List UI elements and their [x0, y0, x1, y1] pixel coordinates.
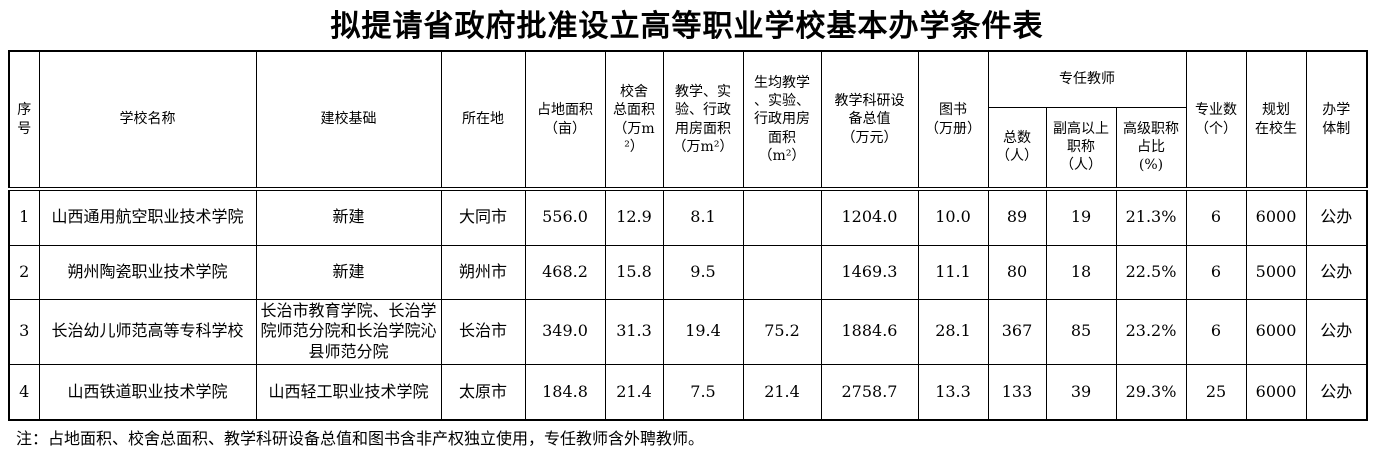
- cell-school-name: 山西铁道职业技术学院: [38, 363, 257, 421]
- cell-teacher-total: 367: [987, 298, 1047, 365]
- cell-land-area: 184.8: [524, 363, 606, 421]
- col-header-school-system: 办学 体制: [1305, 50, 1368, 190]
- cell-land-area: 468.2: [524, 244, 606, 300]
- cell-teacher-senior: 85: [1045, 298, 1117, 365]
- cell-index: 3: [8, 298, 40, 365]
- cell-majors: 6: [1185, 244, 1247, 300]
- table-header: 序 号 学校名称 建校基础 所在地 占地面积 （亩） 校舍 总面积 （万m²） …: [8, 50, 1368, 190]
- cell-per-student-area: [742, 244, 822, 300]
- cell-teacher-senior: 18: [1045, 244, 1117, 300]
- cell-equipment-value: 2758.7: [820, 363, 919, 421]
- cell-location: 朔州市: [440, 244, 526, 300]
- cell-books: 13.3: [917, 363, 989, 421]
- cell-founding-basis: 新建: [255, 244, 442, 300]
- cell-teacher-total: 89: [987, 187, 1047, 246]
- cell-school-system: 公办: [1305, 187, 1368, 246]
- cell-per-student-area: 21.4: [742, 363, 822, 421]
- cell-majors: 25: [1185, 363, 1247, 421]
- col-header-per-student-area: 生均教学 、实验、 行政用房 面积 （m²）: [742, 50, 822, 190]
- cell-school-system: 公办: [1305, 244, 1368, 300]
- cell-building-area: 31.3: [604, 298, 664, 365]
- cell-location: 太原市: [440, 363, 526, 421]
- cell-per-student-area: 75.2: [742, 298, 822, 365]
- table-row: 1 山西通用航空职业技术学院 新建 大同市 556.0 12.9 8.1 120…: [8, 187, 1368, 246]
- col-header-teacher-senior: 副高以上 职称 （人）: [1045, 106, 1117, 190]
- cell-books: 28.1: [917, 298, 989, 365]
- cell-founding-basis: 长治市教育学院、长治学院师范分院和长治学院沁县师范分院: [255, 298, 442, 365]
- cell-building-area: 15.8: [604, 244, 664, 300]
- cell-senior-ratio: 22.5%: [1115, 244, 1187, 300]
- col-header-teacher-total: 总数 （人）: [987, 106, 1047, 190]
- cell-school-name: 山西通用航空职业技术学院: [38, 187, 257, 246]
- cell-senior-ratio: 21.3%: [1115, 187, 1187, 246]
- cell-majors: 6: [1185, 187, 1247, 246]
- col-header-building-area: 校舍 总面积 （万m²）: [604, 50, 664, 190]
- table-row: 2 朔州陶瓷职业技术学院 新建 朔州市 468.2 15.8 9.5 1469.…: [8, 244, 1368, 300]
- cell-location: 大同市: [440, 187, 526, 246]
- col-header-founding-basis: 建校基础: [255, 50, 442, 190]
- cell-school-name: 朔州陶瓷职业技术学院: [38, 244, 257, 300]
- col-header-school-name: 学校名称: [38, 50, 257, 190]
- cell-teaching-room-area: 19.4: [662, 298, 744, 365]
- cell-planned-enrollment: 5000: [1245, 244, 1307, 300]
- cell-senior-ratio: 29.3%: [1115, 363, 1187, 421]
- cell-planned-enrollment: 6000: [1245, 363, 1307, 421]
- conditions-table: 序 号 学校名称 建校基础 所在地 占地面积 （亩） 校舍 总面积 （万m²） …: [8, 50, 1369, 422]
- cell-per-student-area: [742, 187, 822, 246]
- col-header-planned-enrollment: 规划 在校生: [1245, 50, 1307, 190]
- cell-founding-basis: 山西轻工职业技术学院: [255, 363, 442, 421]
- cell-school-system: 公办: [1305, 298, 1368, 365]
- cell-senior-ratio: 23.2%: [1115, 298, 1187, 365]
- cell-location: 长治市: [440, 298, 526, 365]
- cell-equipment-value: 1204.0: [820, 187, 919, 246]
- cell-planned-enrollment: 6000: [1245, 187, 1307, 246]
- cell-land-area: 349.0: [524, 298, 606, 365]
- cell-index: 4: [8, 363, 40, 421]
- col-header-senior-ratio: 高级职称 占比 (%): [1115, 106, 1187, 190]
- footnote: 注：占地面积、校舍总面积、教学科研设备总值和图书含非产权独立使用，专任教师含外聘…: [16, 429, 705, 449]
- cell-teaching-room-area: 7.5: [662, 363, 744, 421]
- col-header-majors: 专业数 （个）: [1185, 50, 1247, 190]
- cell-teacher-total: 133: [987, 363, 1047, 421]
- cell-books: 10.0: [917, 187, 989, 246]
- cell-majors: 6: [1185, 298, 1247, 365]
- cell-planned-enrollment: 6000: [1245, 298, 1307, 365]
- cell-equipment-value: 1884.6: [820, 298, 919, 365]
- table-row: 4 山西铁道职业技术学院 山西轻工职业技术学院 太原市 184.8 21.4 7…: [8, 363, 1368, 421]
- cell-teaching-room-area: 9.5: [662, 244, 744, 300]
- cell-building-area: 21.4: [604, 363, 664, 421]
- col-header-books: 图书 （万册）: [917, 50, 989, 190]
- cell-building-area: 12.9: [604, 187, 664, 246]
- cell-index: 1: [8, 187, 40, 246]
- cell-books: 11.1: [917, 244, 989, 300]
- cell-index: 2: [8, 244, 40, 300]
- cell-school-name: 长治幼儿师范高等专科学校: [38, 298, 257, 365]
- col-header-index: 序 号: [8, 50, 40, 190]
- page-title: 拟提请省政府批准设立高等职业学校基本办学条件表: [330, 9, 1044, 44]
- table-row: 3 长治幼儿师范高等专科学校 长治市教育学院、长治学院师范分院和长治学院沁县师范…: [8, 298, 1368, 365]
- cell-teacher-senior: 19: [1045, 187, 1117, 246]
- cell-land-area: 556.0: [524, 187, 606, 246]
- cell-teaching-room-area: 8.1: [662, 187, 744, 246]
- col-header-land-area: 占地面积 （亩）: [524, 50, 606, 190]
- cell-founding-basis: 新建: [255, 187, 442, 246]
- col-header-teachers-group: 专任教师: [987, 50, 1187, 108]
- col-header-equipment-value: 教学科研设 备总值 （万元）: [820, 50, 919, 190]
- col-header-teaching-room-area: 教学、实 验、行政 用房面积 （万m²）: [662, 50, 744, 190]
- cell-teacher-total: 80: [987, 244, 1047, 300]
- cell-school-system: 公办: [1305, 363, 1368, 421]
- col-header-location: 所在地: [440, 50, 526, 190]
- cell-equipment-value: 1469.3: [820, 244, 919, 300]
- cell-teacher-senior: 39: [1045, 363, 1117, 421]
